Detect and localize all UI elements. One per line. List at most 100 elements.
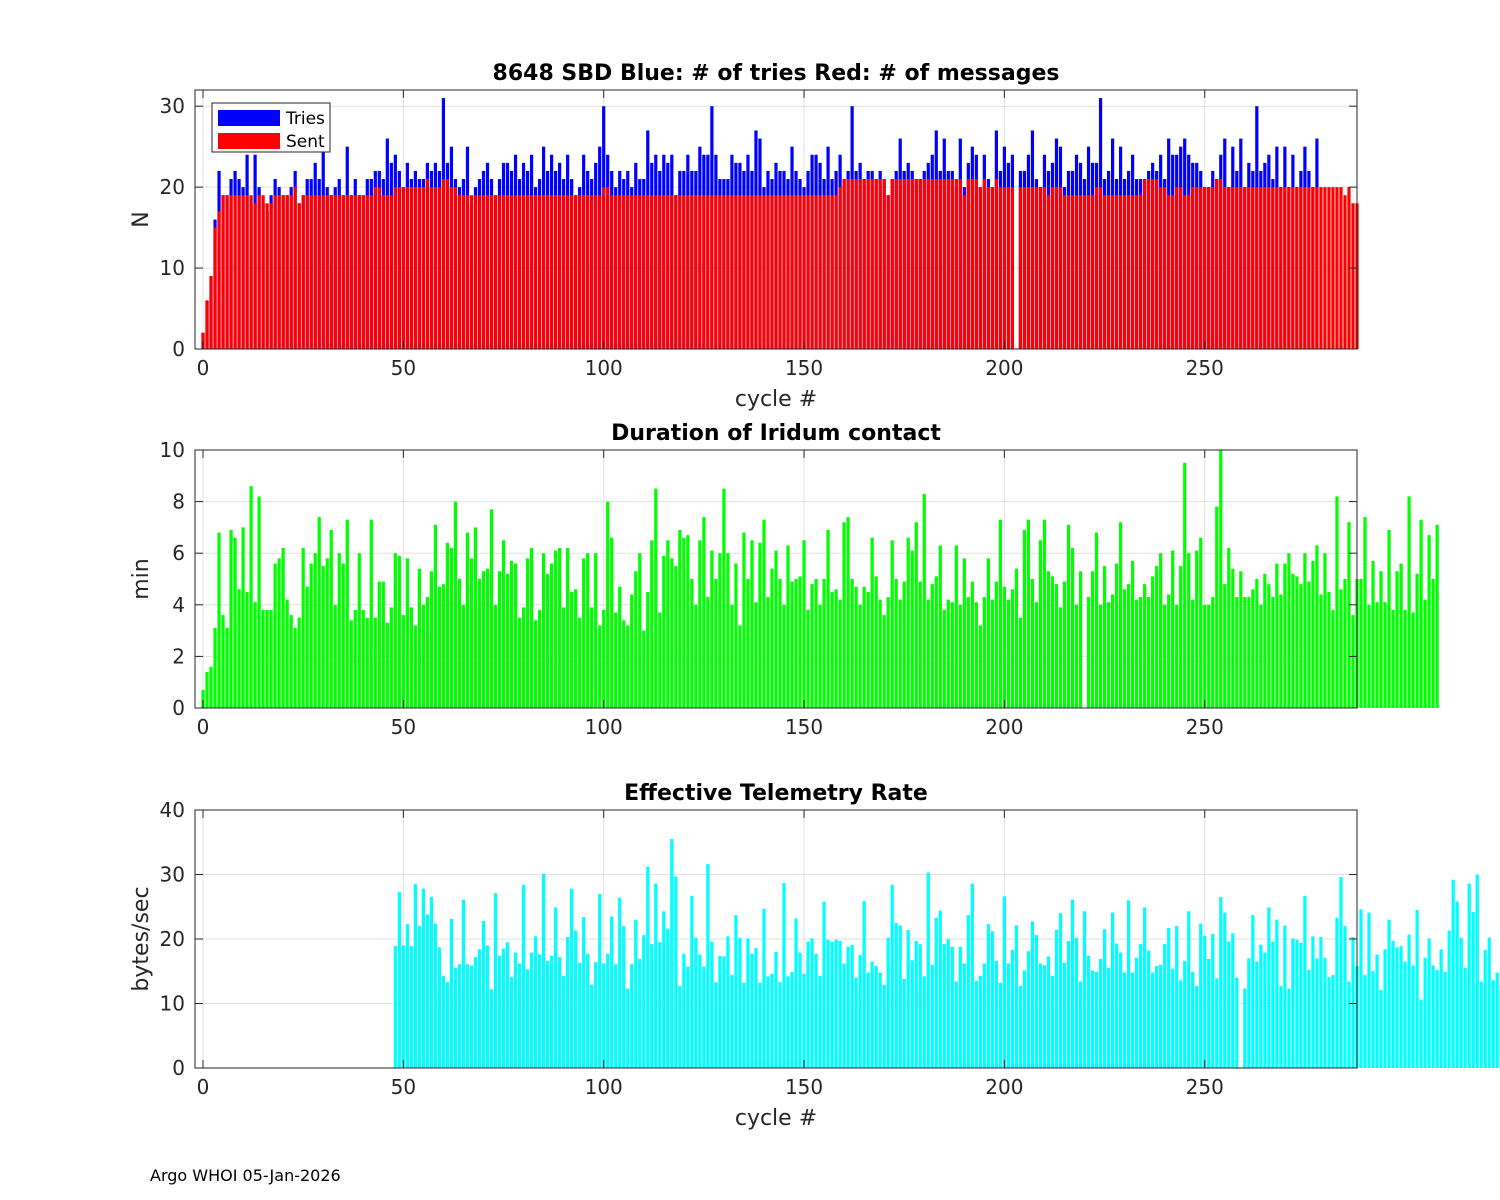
sent-bar <box>1110 195 1115 349</box>
sent-bar <box>886 195 890 349</box>
sent-bar <box>566 195 570 349</box>
value-bar <box>1295 939 1299 1068</box>
sent-bar <box>1106 195 1111 349</box>
value-bar <box>1155 966 1159 1068</box>
sent-bar <box>297 203 301 349</box>
value-bar <box>385 622 389 708</box>
sent-bar <box>517 195 522 349</box>
sent-bar <box>918 179 922 349</box>
value-bar <box>810 584 814 708</box>
sent-bar <box>381 195 385 349</box>
value-bar <box>870 961 874 1068</box>
value-bar <box>1179 566 1183 708</box>
axes-box <box>194 449 1358 709</box>
value-bar <box>1403 961 1407 1068</box>
value-bar <box>1343 579 1347 708</box>
sent-bar <box>1287 187 1291 349</box>
y-tick-label: 20 <box>160 175 185 199</box>
value-bar <box>1283 563 1287 708</box>
y-axis-label: N <box>129 211 154 227</box>
sent-bar <box>994 179 998 349</box>
value-bar <box>690 579 694 708</box>
value-bar <box>1018 986 1023 1068</box>
sent-bar <box>353 195 357 349</box>
value-bar <box>217 532 221 708</box>
sent-bar <box>1054 187 1059 349</box>
value-bar <box>742 532 746 708</box>
sent-bar <box>1058 187 1063 349</box>
value-bar <box>1279 594 1283 708</box>
value-bar <box>634 571 638 708</box>
sent-bar <box>1159 187 1163 349</box>
sent-bar <box>1219 179 1223 349</box>
value-bar <box>1391 940 1395 1068</box>
value-bar <box>1074 604 1079 708</box>
value-bar <box>698 954 702 1068</box>
value-bar <box>722 956 726 1068</box>
value-bar <box>686 535 690 708</box>
sent-bar <box>550 195 554 349</box>
x-tick-label: 100 <box>585 715 623 739</box>
value-bar <box>750 540 754 708</box>
legend-label-sent: Sent <box>286 132 325 152</box>
value-bar <box>477 579 482 708</box>
value-bar <box>229 529 233 708</box>
value-bar <box>1271 941 1275 1068</box>
value-bar <box>1022 529 1027 708</box>
value-bar <box>297 617 301 708</box>
value-bar <box>614 612 618 708</box>
value-bar <box>509 560 514 708</box>
value-bar <box>714 579 718 708</box>
sent-bar <box>670 195 674 349</box>
sent-bar <box>630 195 634 349</box>
value-bar <box>1327 591 1331 708</box>
sent-bar <box>1062 195 1067 349</box>
value-bar <box>1102 566 1107 708</box>
value-bar <box>301 548 305 708</box>
value-bar <box>1323 553 1327 708</box>
value-bar <box>1114 943 1119 1068</box>
value-bar <box>622 926 626 1068</box>
sent-bar <box>1114 195 1119 349</box>
value-bar <box>818 975 822 1068</box>
value-bar <box>994 581 998 708</box>
value-bar <box>1287 988 1291 1068</box>
sent-bar <box>253 203 257 349</box>
x-tick-label: 100 <box>585 1075 623 1099</box>
value-bar <box>1403 609 1407 708</box>
value-bar <box>433 524 438 708</box>
sent-bar <box>658 195 662 349</box>
value-bar <box>505 573 510 708</box>
sent-bar <box>666 195 670 349</box>
sent-bar <box>385 195 389 349</box>
value-bar <box>1014 568 1019 708</box>
sent-bar <box>1319 187 1323 349</box>
value-bar <box>1030 579 1035 708</box>
value-bar <box>1291 573 1295 708</box>
y-tick-label: 40 <box>160 798 185 822</box>
value-bar <box>1315 545 1319 708</box>
chart-title: Effective Telemetry Rate <box>624 781 928 806</box>
value-bar <box>237 589 241 708</box>
value-bar <box>1046 956 1051 1068</box>
sent-bar <box>898 179 902 349</box>
sent-bar <box>373 187 377 349</box>
sent-bar <box>209 276 213 349</box>
value-bar <box>662 555 666 708</box>
value-bar <box>786 545 790 708</box>
value-bar <box>846 946 850 1068</box>
sent-bar <box>229 195 233 349</box>
sent-bar <box>854 179 858 349</box>
legend-label-tries: Tries <box>285 109 325 129</box>
sent-bar <box>1074 195 1079 349</box>
value-bar <box>1006 599 1011 708</box>
value-bar <box>694 937 698 1068</box>
value-bar <box>245 591 249 708</box>
value-bar <box>1090 571 1095 708</box>
value-bar <box>1431 579 1435 708</box>
y-tick-label: 10 <box>160 256 185 280</box>
sent-bar <box>1203 187 1207 349</box>
sent-bar <box>529 195 534 349</box>
value-bar <box>662 911 666 1068</box>
value-bar <box>1175 604 1179 708</box>
